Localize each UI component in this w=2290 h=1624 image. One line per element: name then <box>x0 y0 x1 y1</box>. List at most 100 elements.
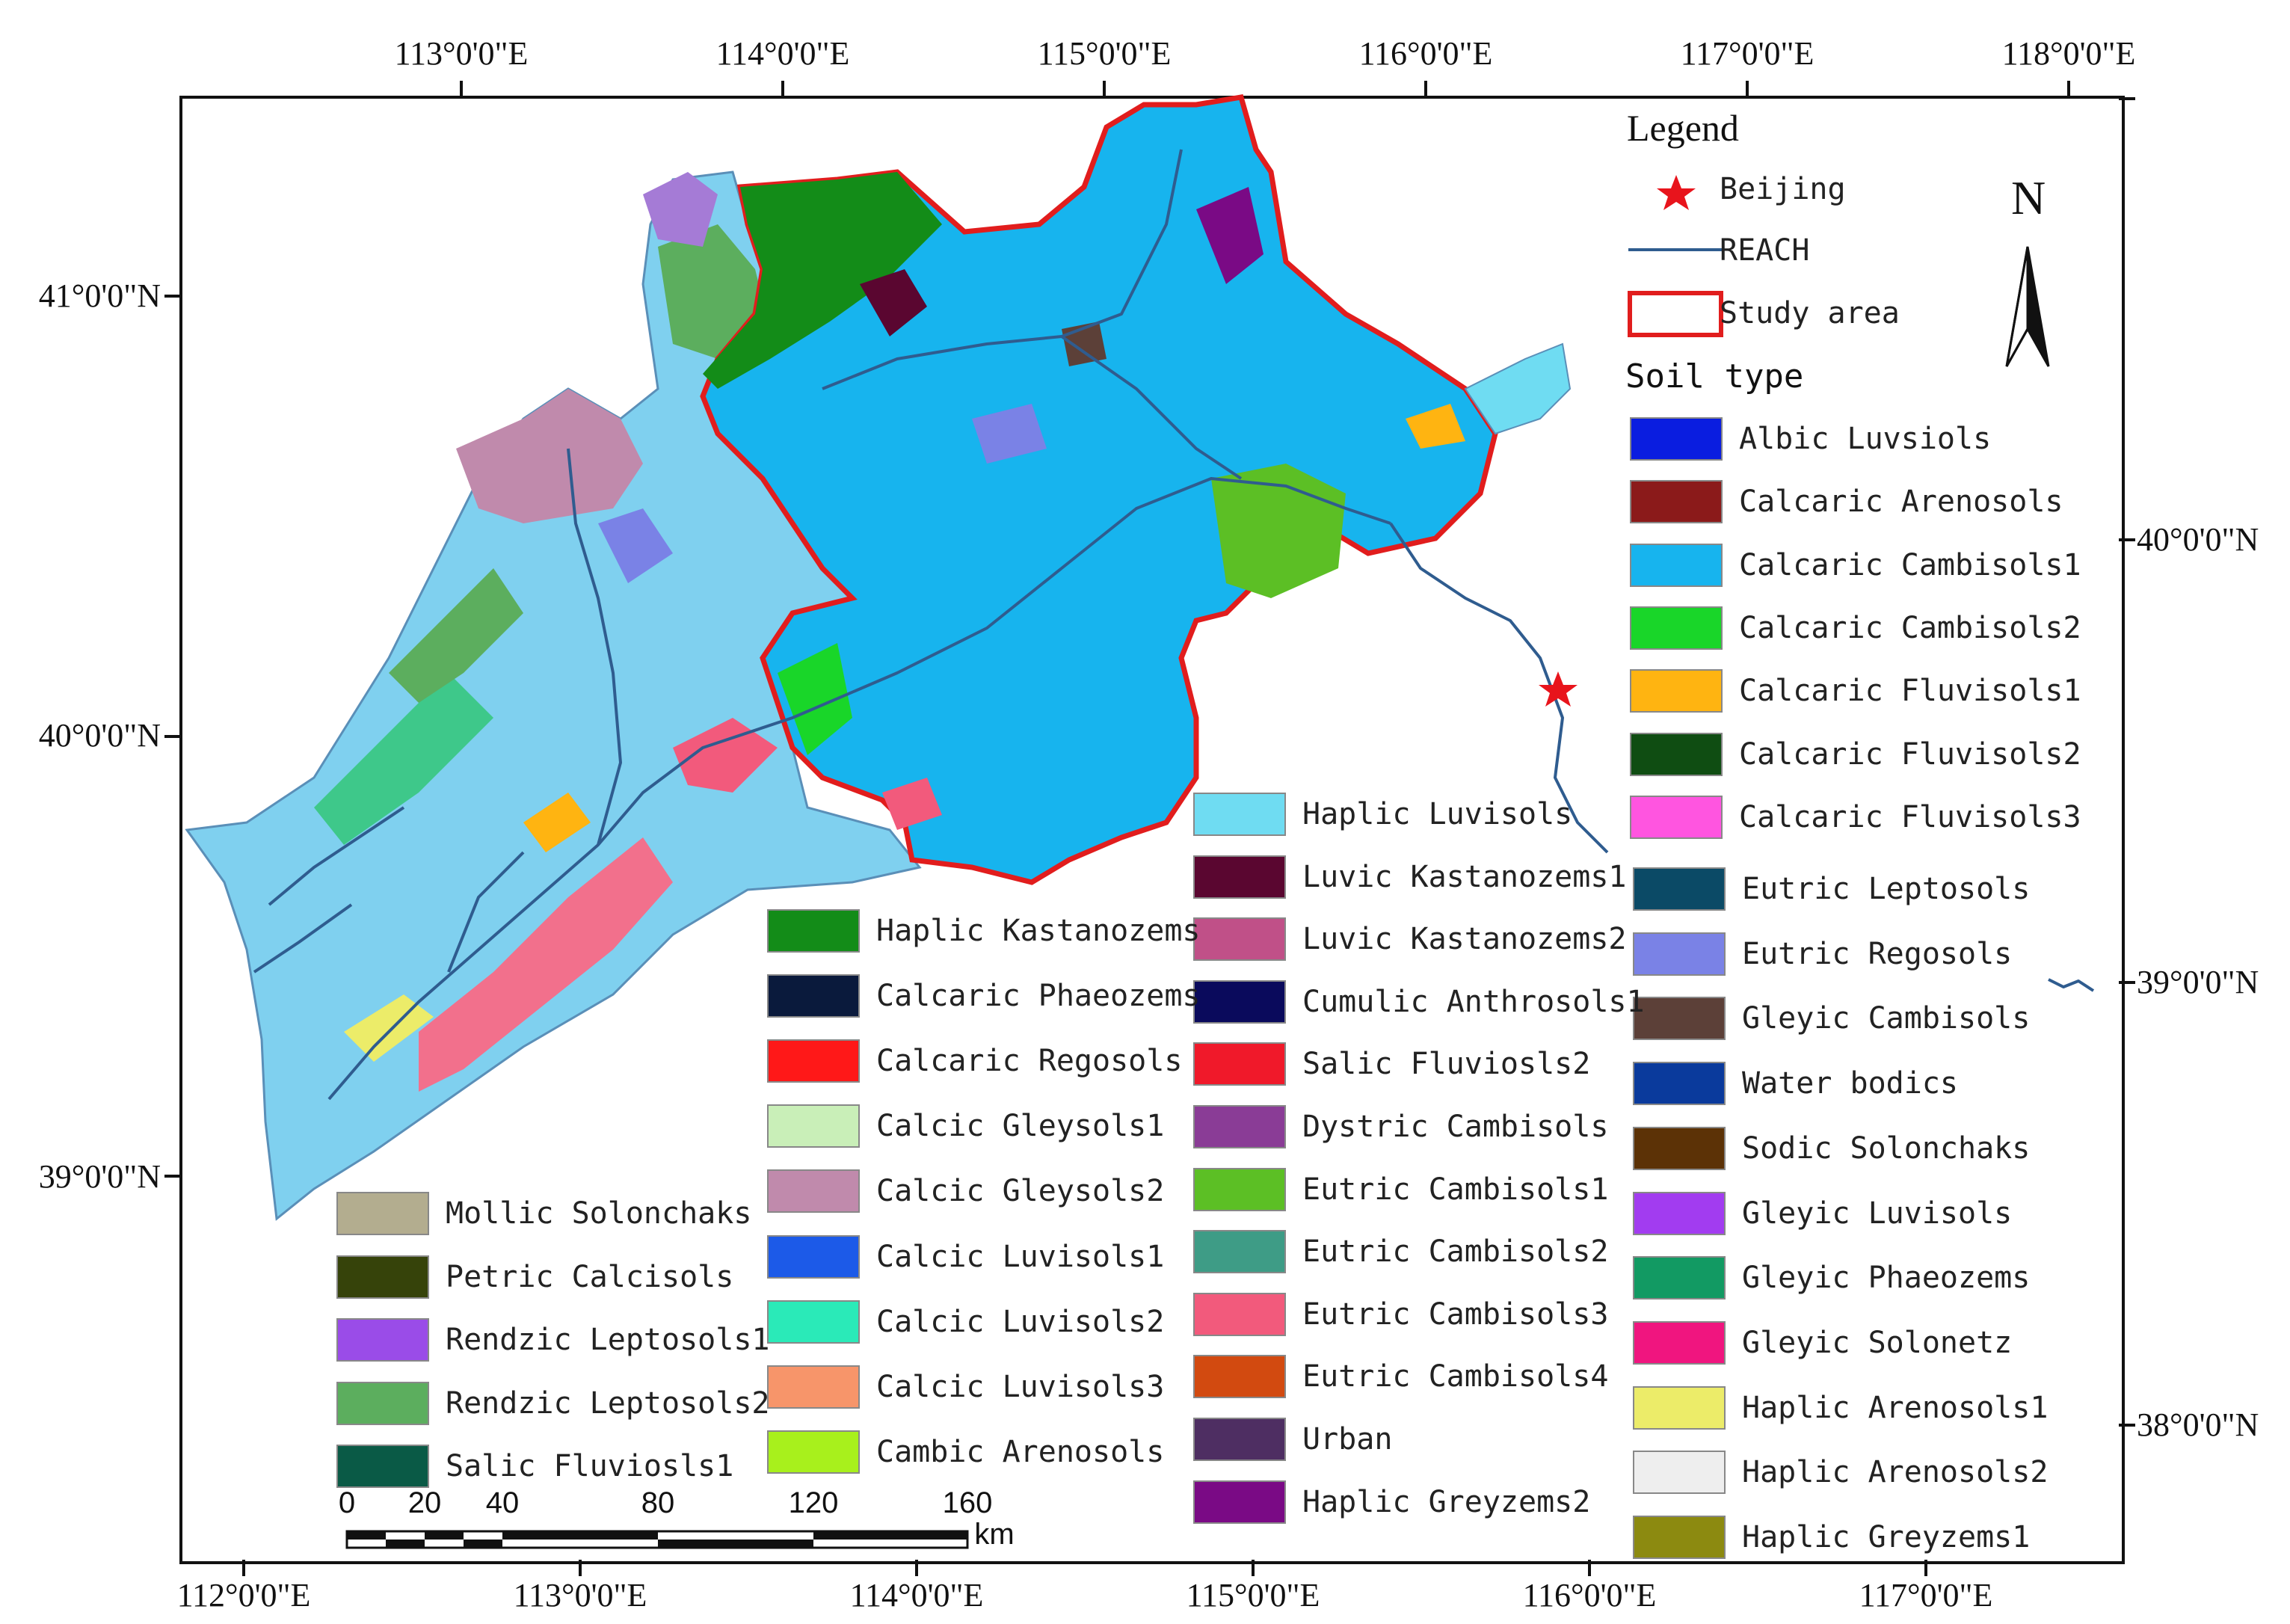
legend-beijing-label: Beijing <box>1720 172 1846 206</box>
soil-label: Petric Calcisols <box>446 1259 734 1294</box>
legend-reach-label: REACH <box>1720 233 1810 268</box>
top-longitude-label: 114°0'0"E <box>715 35 850 72</box>
soil-patch-eutric-cambisols3 <box>419 837 673 1092</box>
soil-swatch <box>336 1318 429 1362</box>
soil-swatch <box>1630 669 1723 713</box>
soil-swatch <box>1193 1355 1286 1399</box>
soil-swatch <box>1630 480 1723 524</box>
soil-swatch <box>1630 606 1723 650</box>
soil-swatch <box>1633 1256 1726 1300</box>
legend-study-area-icon <box>1628 291 1723 337</box>
east-tail-area <box>1464 342 1572 435</box>
soil-legend-item: Haplic Greyzems1 <box>1633 1514 2030 1560</box>
right-latitude-label: 38°0'0"N <box>2137 1406 2259 1443</box>
scale-bar-label: 120 <box>788 1486 839 1519</box>
scale-bar <box>345 1530 969 1549</box>
soil-legend-item: Gleyic Cambisols <box>1633 995 2030 1042</box>
study-patch-calcaric-cambisols2 <box>778 643 852 755</box>
soil-label: Haplic Arenosols1 <box>1742 1390 2049 1425</box>
soil-legend-item: Calcaric Phaeozems <box>767 973 1200 1019</box>
soil-label: Calcaric Regosols <box>876 1044 1183 1079</box>
soil-label: Mollic Solonchaks <box>446 1196 752 1231</box>
soil-label: Calcic Gleysols1 <box>876 1109 1165 1144</box>
north-label: N <box>2011 171 2046 224</box>
soil-legend-item: Salic Fluviosls1 <box>336 1443 733 1489</box>
soil-legend-item: Calcaric Cambisols2 <box>1630 605 2081 651</box>
soil-legend-item: Haplic Kastanozems <box>767 908 1200 954</box>
soil-label: Water bodics <box>1742 1066 1958 1101</box>
soil-swatch <box>767 1104 860 1148</box>
soil-legend-item: Calcic Luvisols3 <box>767 1364 1164 1410</box>
map-frame <box>179 96 2125 1564</box>
soil-legend-item: Haplic Arenosols1 <box>1633 1385 2048 1431</box>
right-latitude-label: 39°0'0"N <box>2137 964 2259 1000</box>
study-patch-luvic-kastanozems <box>860 269 927 336</box>
soil-label: Calcaric Fluvisols1 <box>1739 674 2081 709</box>
soil-label: Calcic Luvisols2 <box>876 1304 1165 1339</box>
soil-type-title: Soil type <box>1625 357 1804 396</box>
bottom-longitude-label: 114°0'0"E <box>849 1577 984 1614</box>
soil-legend-item: Petric Calcisols <box>336 1254 733 1300</box>
soil-legend-item: Calcaric Fluvisols3 <box>1630 794 2081 840</box>
scale-bar-label: 20 <box>407 1486 442 1519</box>
soil-legend-item: Haplic Greyzems2 <box>1193 1479 1590 1525</box>
soil-label: Sodic Solonchaks <box>1742 1131 2031 1166</box>
top-longitude-label: 113°0'0"E <box>394 35 529 72</box>
soil-swatch <box>1630 543 1723 587</box>
soil-label: Calcic Luvisols3 <box>876 1369 1165 1404</box>
soil-patch-rendzic2 <box>389 568 523 703</box>
soil-legend-item: Sodic Solonchaks <box>1633 1125 2030 1172</box>
top-ticks <box>164 81 2135 1576</box>
soil-swatch <box>1193 855 1286 899</box>
soil-swatch <box>1630 732 1723 776</box>
soil-legend-item: Calcic Gleysols2 <box>767 1168 1164 1214</box>
soil-legend-item: Eutric Cambisols2 <box>1193 1228 1608 1275</box>
soil-swatch <box>336 1192 429 1235</box>
study-patch-eutric-regosols <box>972 404 1047 464</box>
soil-legend-item: Water bodics <box>1633 1060 1958 1107</box>
soil-label: Calcic Gleysols2 <box>876 1174 1165 1209</box>
study-patch-calcaric-fluvisols1 <box>1406 404 1465 449</box>
soil-label: Cambic Arenosols <box>876 1434 1165 1469</box>
soil-label: Gleyic Solonetz <box>1742 1325 2013 1360</box>
top-longitude-label: 117°0'0"E <box>1680 35 1815 72</box>
soil-label: Haplic Luvisols <box>1302 797 1573 831</box>
soil-legend-item: Dystric Cambisols <box>1193 1104 1608 1150</box>
soil-legend-item: Haplic Luvisols <box>1193 791 1572 837</box>
left-latitude-label: 39°0'0"N <box>38 1158 161 1195</box>
soil-legend-item: Calcaric Regosols <box>767 1038 1182 1084</box>
left-latitude-label: 40°0'0"N <box>38 717 161 754</box>
soil-legend-item: Calcic Luvisols2 <box>767 1299 1164 1345</box>
soil-swatch <box>1633 1126 1726 1170</box>
soil-label: Urban <box>1302 1422 1393 1457</box>
soil-swatch <box>1193 793 1286 836</box>
soil-label: Eutric Cambisols1 <box>1302 1172 1609 1207</box>
soil-legend-item: Eutric Cambisols1 <box>1193 1166 1608 1213</box>
soil-swatch <box>1193 917 1286 962</box>
beijing-marker <box>1539 671 1578 707</box>
soil-label: Calcaric Arenosols <box>1739 485 2063 520</box>
top-longitude-label: 115°0'0"E <box>1037 35 1172 72</box>
soil-swatch <box>1193 1042 1286 1086</box>
soil-swatch <box>1193 1105 1286 1148</box>
soil-legend-item: Eutric Leptosols <box>1633 866 2030 912</box>
soil-legend-item: Eutric Cambisols4 <box>1193 1353 1608 1400</box>
legend-study-area-label: Study area <box>1720 296 1900 330</box>
soil-swatch <box>336 1381 429 1425</box>
soil-swatch <box>1633 1191 1726 1235</box>
soil-patch-eutric-regosols <box>598 508 673 583</box>
soil-label: Eutric Regosols <box>1742 936 2013 971</box>
soil-swatch <box>1633 867 1726 911</box>
soil-label: Haplic Greyzems2 <box>1302 1484 1591 1519</box>
bottom-longitude-label: 113°0'0"E <box>513 1577 647 1614</box>
soil-label: Rendzic Leptosols2 <box>446 1385 770 1421</box>
soil-swatch <box>1633 1516 1726 1559</box>
soil-legend-item: Calcic Luvisols1 <box>767 1234 1164 1280</box>
soil-patch-eutric-cambisols2 <box>658 224 770 359</box>
soil-label: Haplic Arenosols2 <box>1742 1455 2049 1490</box>
soil-legend-item: Calcaric Fluvisols2 <box>1630 731 2081 778</box>
soil-swatch <box>1633 1320 1726 1365</box>
soil-swatch <box>1630 417 1723 461</box>
top-longitude-label: 116°0'0"E <box>1358 35 1493 72</box>
